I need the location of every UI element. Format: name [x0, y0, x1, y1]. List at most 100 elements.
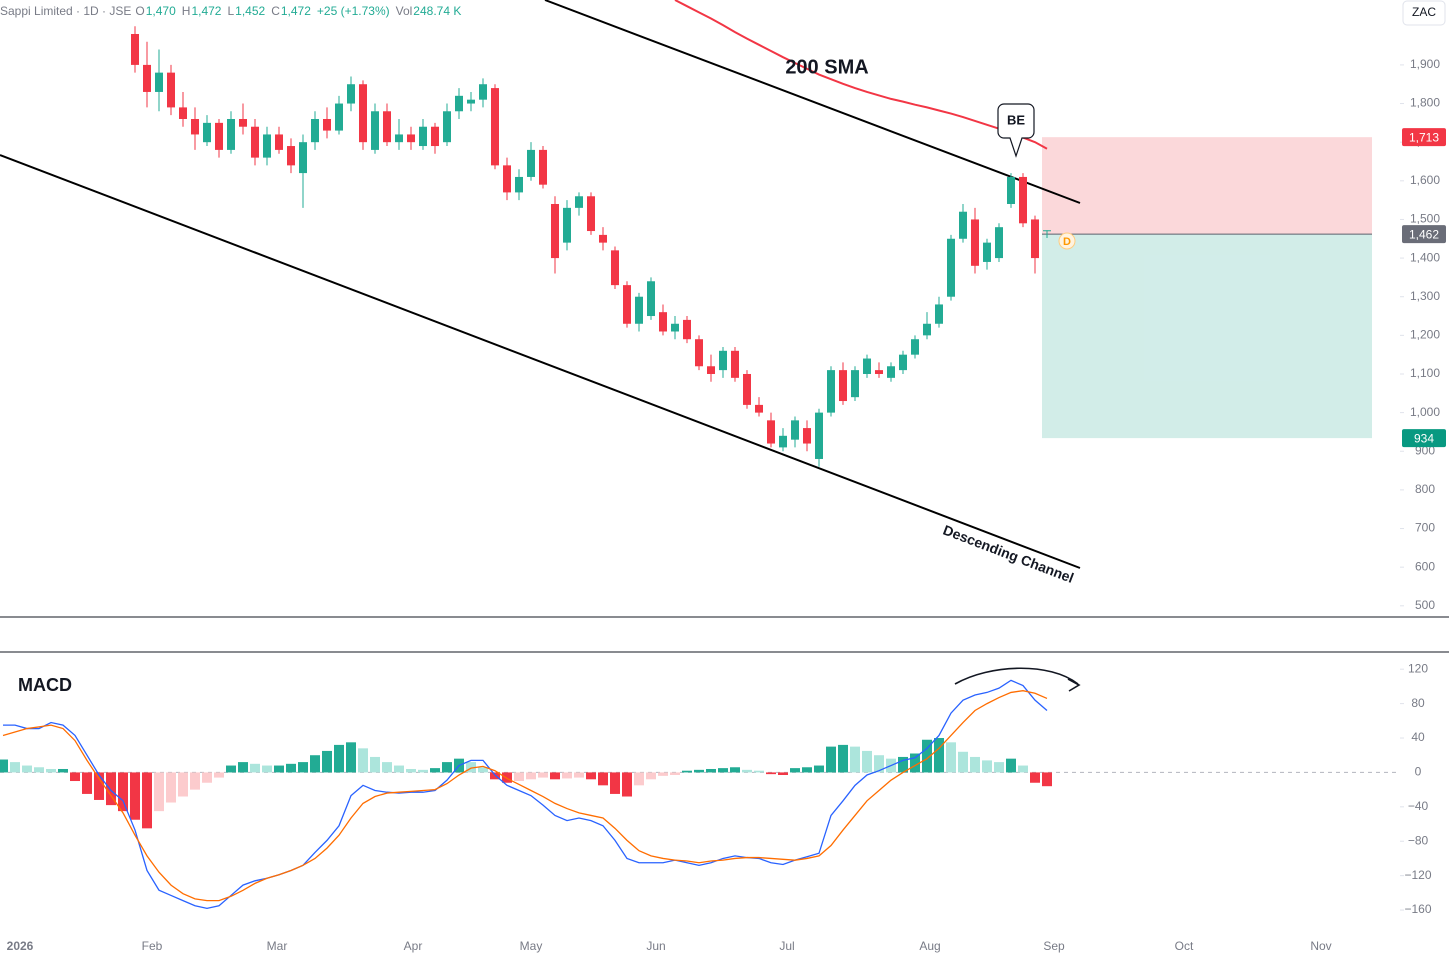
- candle-body: [527, 149, 535, 177]
- histogram-bar: [670, 772, 680, 776]
- y-tick-label: 1,200: [1410, 328, 1440, 342]
- header-text: C: [271, 4, 280, 18]
- candle-body: [671, 323, 679, 332]
- price-badge-label: 1,462: [1409, 227, 1439, 241]
- candle-body: [431, 126, 439, 147]
- candle-body: [575, 196, 583, 208]
- histogram-bar: [934, 738, 944, 773]
- candle-body: [683, 319, 691, 340]
- momentum-arrow-head: [1067, 678, 1081, 692]
- histogram-bar: [814, 765, 824, 773]
- candle-body: [491, 88, 499, 166]
- header-backdrop: [0, 2, 466, 22]
- histogram-bar: [262, 765, 272, 773]
- macd-tick-label: 0: [1415, 765, 1422, 779]
- candle-body: [839, 370, 847, 402]
- currency-button[interactable]: [1402, 0, 1446, 26]
- histogram-bar: [646, 772, 656, 780]
- x-tick-label: Nov: [1310, 939, 1331, 953]
- histogram-bar: [910, 753, 920, 773]
- histogram-bar: [490, 772, 500, 780]
- histogram-bar: [382, 762, 392, 773]
- candle-body: [539, 149, 547, 185]
- macd-tick-label: −160: [1404, 902, 1431, 916]
- candle-body: [407, 134, 415, 143]
- histogram-bar: [694, 769, 704, 773]
- histogram-bar: [226, 765, 236, 773]
- sma-line: [674, 0, 1048, 150]
- header-text: L: [227, 4, 234, 18]
- histogram-bar: [178, 772, 188, 797]
- histogram-bar: [1042, 772, 1052, 787]
- price-badge: [1402, 225, 1446, 244]
- stop-zone: [1042, 137, 1372, 235]
- histogram-bar: [46, 768, 56, 773]
- x-tick-label: Feb: [142, 939, 163, 953]
- header-text: O: [135, 4, 144, 18]
- candle-body: [923, 323, 931, 336]
- y-tick-label: 500: [1415, 598, 1435, 612]
- histogram-bar: [334, 744, 344, 773]
- currency-label[interactable]: ZAC: [1412, 5, 1436, 19]
- histogram-bar: [634, 772, 644, 786]
- histogram-bar: [730, 767, 740, 773]
- candle-body: [383, 111, 391, 143]
- histogram-bar: [970, 756, 980, 773]
- x-tick-label: 2026: [7, 939, 34, 953]
- histogram-bar: [1006, 758, 1016, 773]
- candle-body: [179, 107, 187, 119]
- histogram-bar: [1018, 765, 1028, 773]
- candle-body: [899, 354, 907, 371]
- histogram-bar: [742, 769, 752, 773]
- candle-body: [371, 111, 379, 150]
- candle-body: [311, 118, 319, 143]
- histogram-bar: [394, 765, 404, 773]
- candle-body: [659, 312, 667, 332]
- candle-body: [695, 339, 703, 367]
- candle-body: [731, 350, 739, 378]
- header-text: +25 (+1.73%): [317, 4, 390, 18]
- histogram-bar: [562, 772, 572, 779]
- histogram-bar: [754, 770, 764, 773]
- channel-upper: [544, 0, 1081, 204]
- histogram-bar: [190, 772, 200, 790]
- x-tick-label: Apr: [404, 939, 423, 953]
- histogram-bar: [418, 769, 428, 773]
- candle-body: [1019, 176, 1027, 224]
- candle-body: [215, 122, 223, 150]
- y-tick-label: 1,900: [1410, 57, 1440, 71]
- histogram-bar: [994, 762, 1004, 773]
- alert-icon[interactable]: [1058, 232, 1076, 250]
- x-tick-label: Jun: [646, 939, 665, 953]
- histogram-bar: [658, 772, 668, 776]
- price-badge: [1402, 429, 1446, 448]
- candle-body: [467, 99, 475, 104]
- histogram-bar: [502, 772, 512, 783]
- alert-text[interactable]: D: [1063, 236, 1071, 248]
- histogram-bar: [34, 767, 44, 773]
- channel-lower: [0, 154, 1081, 569]
- candle-body: [275, 134, 283, 150]
- histogram-bar: [706, 768, 716, 773]
- histogram-bar: [250, 763, 260, 773]
- candle-body: [863, 358, 871, 374]
- histogram-bar: [922, 739, 932, 773]
- macd-tick-label: −80: [1408, 833, 1429, 847]
- histogram-bar: [238, 762, 248, 773]
- y-tick-label: 1,000: [1410, 405, 1440, 419]
- histogram-bar: [526, 772, 536, 780]
- y-tick-label: 1,300: [1410, 289, 1440, 303]
- candle-body: [803, 428, 811, 444]
- histogram-bar: [586, 772, 596, 780]
- x-tick-label: Jul: [779, 939, 794, 953]
- candle-body: [791, 420, 799, 440]
- histogram-bar: [130, 772, 140, 820]
- candle-body: [719, 350, 727, 371]
- sma-label: 200 SMA: [785, 56, 868, 78]
- header-text: H: [182, 4, 191, 18]
- macd-title: MACD: [18, 675, 72, 695]
- callout-bubble: [997, 103, 1035, 158]
- header-text: 1,452: [235, 4, 265, 18]
- candle-body: [455, 95, 463, 112]
